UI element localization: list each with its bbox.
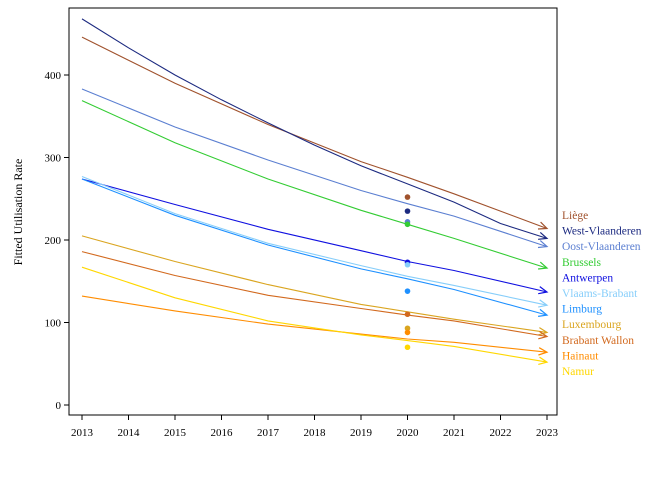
series-arrowhead-0 bbox=[537, 221, 549, 230]
x-tick-label: 2013 bbox=[71, 427, 94, 439]
x-tick-label: 2022 bbox=[490, 427, 512, 439]
series-arrowhead-6 bbox=[538, 308, 549, 317]
series-points bbox=[404, 194, 411, 351]
legend-label-10: Namur bbox=[562, 366, 594, 378]
legend-label-6: Limburg bbox=[562, 304, 602, 316]
x-tick-label: 2019 bbox=[350, 427, 373, 439]
x-tick-label: 2014 bbox=[118, 427, 141, 439]
series-arrowhead-8 bbox=[538, 331, 549, 340]
y-tick-label: 0 bbox=[56, 400, 62, 412]
legend-label-8: Brabant Wallon bbox=[562, 335, 634, 347]
observed-point-8 bbox=[404, 311, 411, 318]
plot-frame bbox=[68, 7, 558, 416]
series-arrowhead-10 bbox=[538, 356, 549, 365]
observed-point-10 bbox=[404, 344, 411, 351]
legend-label-5: Vlaams-Brabant bbox=[562, 288, 638, 300]
series-line-5 bbox=[81, 175, 548, 306]
x-tick-label: 2021 bbox=[443, 427, 465, 439]
observed-point-3 bbox=[404, 221, 411, 228]
legend-label-4: Antwerpen bbox=[562, 272, 613, 284]
series-line-1 bbox=[81, 18, 548, 239]
series-arrowhead-5 bbox=[538, 299, 549, 308]
y-tick-label: 400 bbox=[45, 70, 62, 82]
x-axis: 2013 2014 2015 2016 2017 2018 2019 2020 2021 2022… bbox=[71, 415, 559, 439]
observed-point-5 bbox=[404, 261, 411, 268]
legend-label-1: West-Vlaanderen bbox=[562, 226, 642, 238]
legend-label-2: Oost-Vlaanderen bbox=[562, 241, 641, 253]
series-line-10 bbox=[81, 266, 548, 363]
x-tick-label: 2017 bbox=[257, 427, 280, 439]
observed-point-0 bbox=[404, 194, 411, 200]
legend: Liège West-Vlaanderen Oost-Vlaanderen Bruss… bbox=[562, 210, 642, 378]
series-line-7 bbox=[81, 235, 548, 333]
series-line-0 bbox=[81, 36, 548, 230]
y-axis: 0 100 200 300 400 bbox=[45, 70, 69, 412]
x-tick-label: 2016 bbox=[211, 427, 234, 439]
legend-label-7: Luxembourg bbox=[562, 319, 621, 331]
series-arrowhead-2 bbox=[537, 240, 549, 249]
observed-point-6 bbox=[404, 288, 411, 294]
series-arrowhead-4 bbox=[538, 286, 549, 295]
x-tick-label: 2020 bbox=[397, 427, 420, 439]
series-arrowhead-3 bbox=[538, 261, 549, 270]
series-line-6 bbox=[81, 178, 548, 316]
legend-label-9: Hainaut bbox=[562, 350, 599, 362]
x-tick-label: 2015 bbox=[164, 427, 187, 439]
y-tick-label: 100 bbox=[45, 318, 62, 330]
plot-area-border bbox=[68, 7, 558, 416]
y-axis-title: Fitted Utilisation Rate bbox=[11, 159, 25, 266]
series-arrowhead-1 bbox=[538, 231, 549, 240]
y-tick-label: 300 bbox=[45, 153, 62, 165]
observed-point-1 bbox=[404, 208, 411, 214]
legend-label-3: Brussels bbox=[562, 257, 602, 269]
series-line-3 bbox=[81, 100, 548, 269]
series-lines bbox=[81, 18, 549, 365]
series-arrowhead-7 bbox=[538, 327, 549, 336]
series-line-2 bbox=[81, 88, 548, 248]
series-arrowhead-9 bbox=[538, 347, 549, 356]
observed-point-7 bbox=[404, 325, 411, 332]
x-tick-label: 2018 bbox=[304, 427, 327, 439]
x-tick-label: 2023 bbox=[536, 427, 559, 439]
legend-label-0: Liège bbox=[562, 210, 588, 222]
y-tick-label: 200 bbox=[45, 235, 62, 247]
series-line-4 bbox=[81, 178, 548, 293]
observed-point-9 bbox=[404, 329, 411, 336]
series-line-9 bbox=[81, 295, 548, 353]
series-line-8 bbox=[81, 251, 548, 338]
